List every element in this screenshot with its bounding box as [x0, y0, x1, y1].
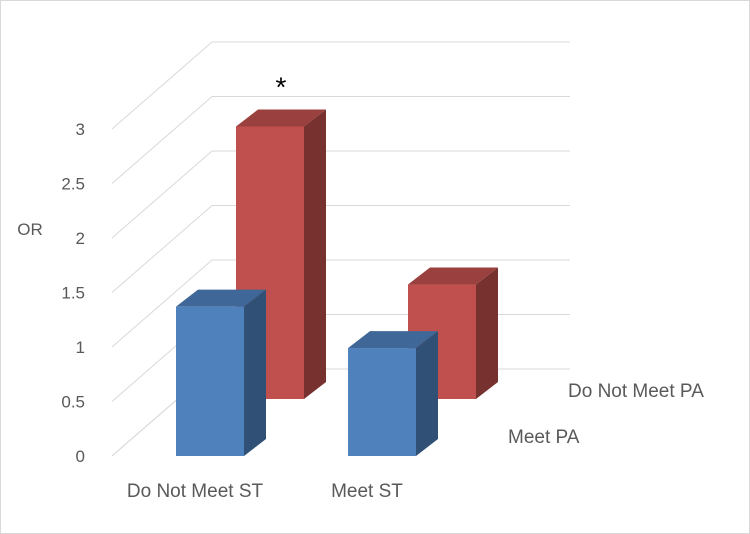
bars: [176, 109, 498, 456]
y-tick-label: 2: [76, 229, 85, 248]
significance-annotation: *: [276, 72, 287, 103]
x-tick-label: Meet ST: [331, 481, 403, 502]
y-tick-label: 1: [76, 338, 85, 357]
series-label: Meet PA: [508, 427, 580, 448]
y-axis-ticks: 0 0.5 1 1.5 2 2.5 3: [61, 120, 85, 466]
bar-side: [244, 289, 266, 456]
bar-top: [176, 289, 266, 307]
y-tick-label: 3: [76, 120, 85, 139]
bar-front: [176, 306, 244, 456]
gridline-diagonal: [111, 96, 213, 184]
bar-front: [348, 348, 416, 456]
labels: OR Do Not Meet PA Meet PA Do Not Meet ST Mee…: [17, 72, 704, 503]
gridline-diagonal: [111, 41, 213, 130]
bar-side: [304, 109, 326, 399]
y-axis-label: OR: [17, 220, 43, 239]
series-label: Do Not Meet PA: [568, 381, 704, 402]
gridline-diagonal: [111, 259, 213, 348]
y-tick-label: 0.5: [61, 393, 85, 412]
bar-side: [416, 331, 438, 456]
bar-side: [476, 267, 498, 399]
gridline-diagonal: [111, 150, 213, 239]
y-tick-label: 2.5: [61, 175, 85, 194]
bar-top: [408, 267, 498, 285]
gridline-diagonal: [111, 205, 213, 293]
bar-top: [236, 109, 326, 127]
y-tick-label: 0: [76, 447, 85, 466]
y-tick-label: 1.5: [61, 284, 85, 303]
bar-top: [348, 331, 438, 349]
x-tick-label: Do Not Meet ST: [127, 481, 264, 502]
